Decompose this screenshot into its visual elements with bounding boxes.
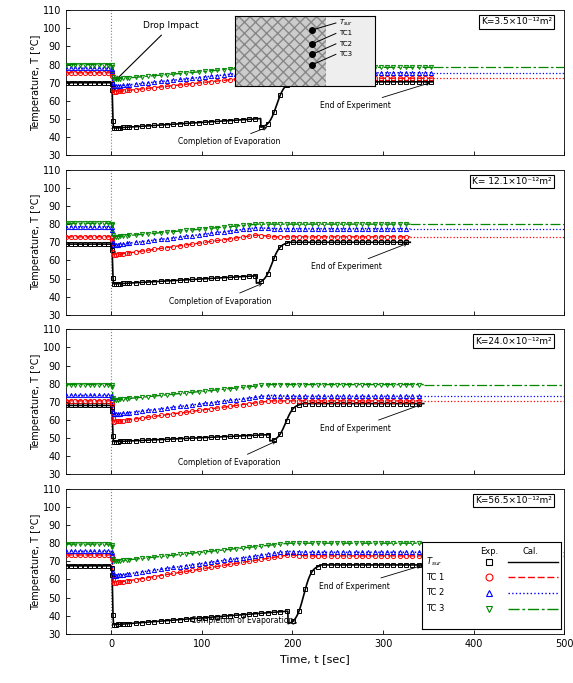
Text: Drop Impact: Drop Impact — [116, 21, 199, 80]
Text: End of Experiment: End of Experiment — [320, 83, 429, 110]
Text: Completion of Evaporation: Completion of Evaporation — [191, 616, 297, 625]
Text: End of Experiment: End of Experiment — [320, 404, 421, 433]
Text: K= 12.1×10⁻¹²m²: K= 12.1×10⁻¹²m² — [472, 177, 552, 186]
Y-axis label: Temperature, T [°C]: Temperature, T [°C] — [32, 513, 41, 609]
Y-axis label: Temperature, T [°C]: Temperature, T [°C] — [32, 35, 41, 131]
Text: Completion of Evaporation: Completion of Evaporation — [169, 283, 271, 306]
Text: Completion of Evaporation: Completion of Evaporation — [178, 127, 280, 146]
Text: End of Experiment: End of Experiment — [319, 566, 421, 591]
Text: K=3.5×10⁻¹²m²: K=3.5×10⁻¹²m² — [481, 18, 552, 27]
Text: K=24.0×10⁻¹²m²: K=24.0×10⁻¹²m² — [476, 337, 552, 346]
Text: End of Experiment: End of Experiment — [312, 243, 407, 271]
Text: Completion of Evaporation: Completion of Evaporation — [178, 441, 280, 467]
Y-axis label: Temperature, T [°C]: Temperature, T [°C] — [32, 194, 41, 290]
Y-axis label: Temperature, T [°C]: Temperature, T [°C] — [32, 354, 41, 450]
Text: K=56.5×10⁻¹²m²: K=56.5×10⁻¹²m² — [475, 496, 552, 505]
X-axis label: Time, t [sec]: Time, t [sec] — [280, 654, 350, 665]
